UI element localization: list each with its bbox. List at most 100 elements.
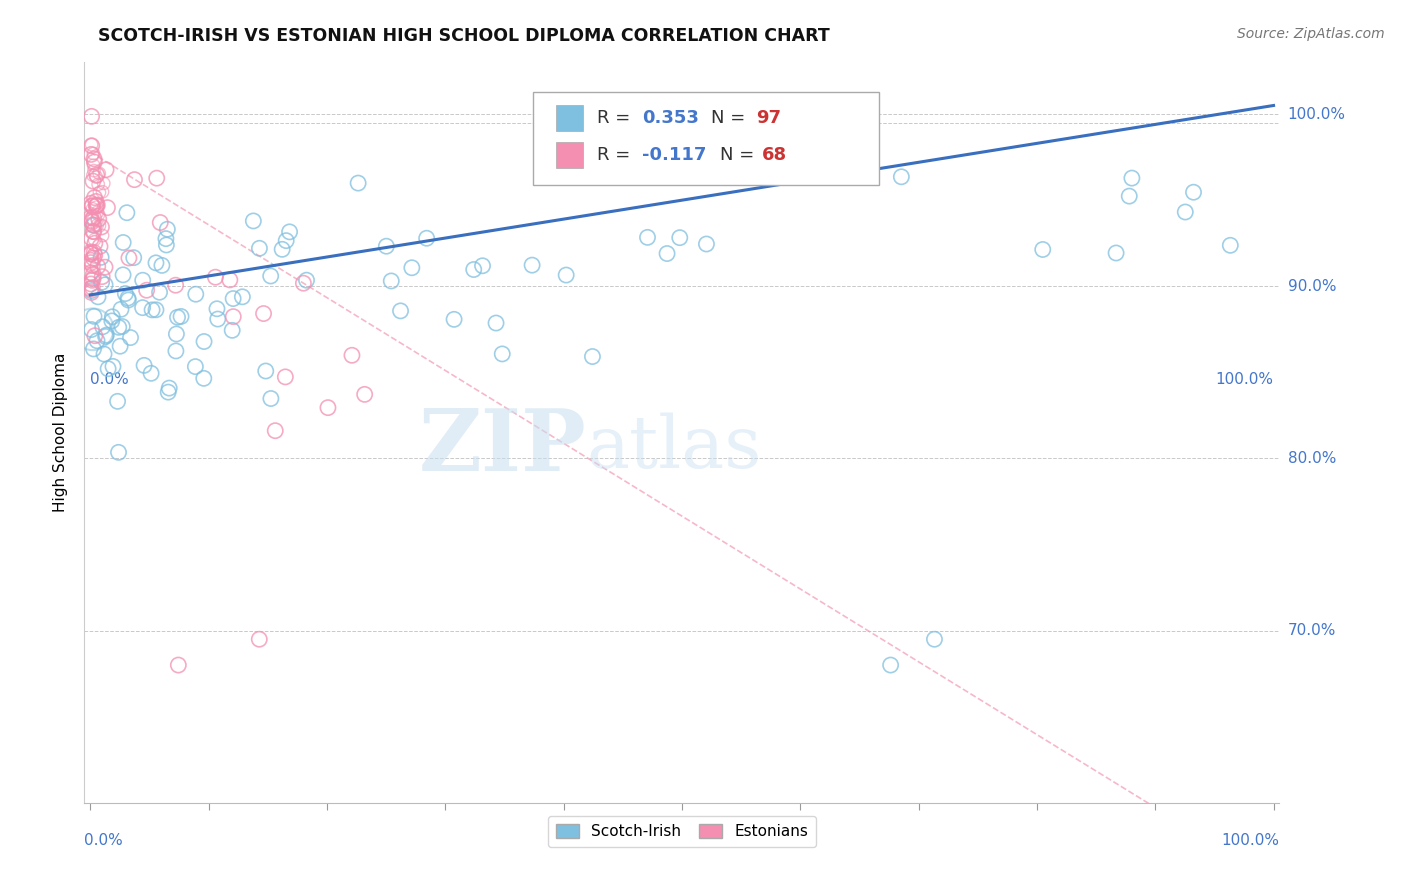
Text: R =: R = [598, 146, 636, 164]
Point [207, 312, 229, 326]
Point [86, 218, 108, 232]
Point [120, 330, 142, 344]
Point [260, 392, 283, 406]
Point [80, 147, 103, 161]
Point [222, 292, 245, 306]
Text: Source: ZipAtlas.com: Source: ZipAtlas.com [1237, 27, 1385, 41]
Point [83, 328, 105, 343]
Point [101, 314, 124, 328]
Point [695, 237, 717, 252]
Point [101, 310, 124, 324]
Point [375, 239, 398, 253]
Point [1182, 185, 1205, 199]
Text: R =: R = [598, 109, 636, 127]
Text: -0.117: -0.117 [643, 146, 707, 164]
Point [380, 274, 402, 288]
Point [107, 320, 129, 334]
Point [655, 246, 678, 260]
Point [82, 224, 104, 238]
Point [111, 319, 134, 334]
Point [90, 251, 112, 265]
Point [91, 269, 114, 284]
Point [83, 158, 105, 172]
Point [82, 322, 104, 336]
Point [278, 225, 301, 239]
Point [82, 212, 104, 227]
Point [83, 191, 105, 205]
Point [86, 198, 108, 212]
Point [141, 302, 163, 317]
Point [254, 364, 277, 378]
Point [249, 241, 271, 255]
Point [204, 270, 226, 285]
Point [93, 177, 115, 191]
Point [443, 312, 465, 326]
Point [107, 394, 129, 409]
Point [80, 322, 103, 336]
Point [260, 268, 283, 283]
Point [167, 658, 190, 673]
Point [247, 632, 270, 647]
Point [83, 219, 105, 233]
Point [637, 230, 659, 244]
Point [150, 259, 173, 273]
Point [879, 658, 901, 673]
Point [124, 172, 146, 186]
Point [401, 260, 423, 275]
Point [82, 199, 104, 213]
Point [520, 258, 543, 272]
Point [252, 307, 274, 321]
Point [83, 245, 105, 260]
Point [316, 401, 339, 415]
Point [80, 109, 103, 123]
Point [218, 273, 240, 287]
Point [80, 247, 103, 261]
Point [89, 219, 111, 233]
Point [114, 286, 136, 301]
Point [149, 215, 172, 229]
Point [80, 244, 103, 259]
Point [83, 233, 105, 247]
Point [80, 213, 103, 227]
Point [145, 302, 167, 317]
Point [295, 273, 318, 287]
Point [91, 228, 114, 243]
Point [193, 334, 215, 349]
Point [117, 293, 139, 307]
Point [82, 273, 104, 287]
Point [471, 259, 494, 273]
Point [231, 290, 253, 304]
Point [485, 316, 508, 330]
Point [890, 169, 912, 184]
Point [118, 251, 141, 265]
Point [924, 632, 946, 647]
Text: 100.0%: 100.0% [1222, 833, 1279, 848]
Point [86, 200, 108, 214]
Point [166, 310, 188, 325]
Point [415, 231, 437, 245]
Point [91, 185, 114, 199]
Point [340, 348, 363, 362]
Point [83, 152, 105, 166]
Point [264, 424, 287, 438]
Point [555, 268, 578, 282]
Point [1032, 243, 1054, 257]
Legend: Scotch-Irish, Estonians: Scotch-Irish, Estonians [548, 816, 815, 847]
Point [80, 253, 103, 268]
Text: 0.0%: 0.0% [84, 833, 124, 848]
Point [80, 196, 103, 211]
Bar [557, 142, 582, 168]
Point [94, 277, 117, 292]
Point [132, 359, 155, 373]
Point [101, 359, 124, 374]
Point [84, 194, 107, 209]
Text: N =: N = [710, 109, 751, 127]
Point [112, 235, 135, 250]
Point [90, 276, 112, 290]
Point [82, 218, 104, 232]
Point [242, 214, 264, 228]
Point [82, 251, 104, 265]
Point [94, 162, 117, 177]
Text: 80.0%: 80.0% [1288, 451, 1336, 466]
Point [184, 287, 207, 301]
